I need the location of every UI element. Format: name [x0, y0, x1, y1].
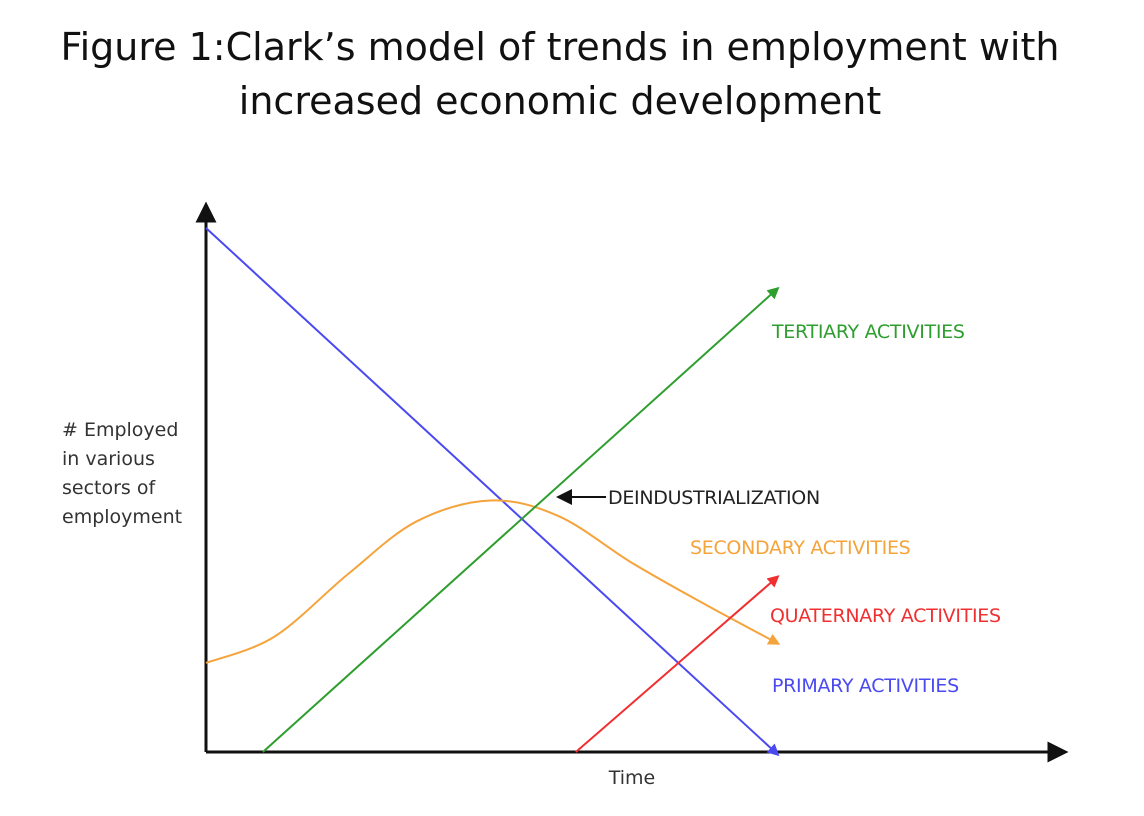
- series-label-secondary: SECONDARY ACTIVITIES: [690, 537, 910, 559]
- series-label-tertiary: TERTIARY ACTIVITIES: [771, 321, 965, 343]
- y-axis-label-line: in various: [62, 448, 155, 470]
- figure-title: Figure 1:Clark’s model of trends in empl…: [60, 25, 1060, 123]
- series-line-secondary-activities: [205, 499, 781, 664]
- series-line-primary-activities: [205, 227, 780, 757]
- series-label-primary: PRIMARY ACTIVITIES: [772, 675, 959, 697]
- y-axis-label: # Employed in various sectors of employm…: [62, 419, 184, 528]
- series-line-tertiary-activities: [262, 286, 780, 753]
- y-axis-label-line: # Employed: [62, 419, 178, 441]
- series-line-quaternary-activities: [575, 575, 780, 753]
- series-lines: [205, 227, 781, 757]
- x-axis-label: Time: [608, 767, 656, 789]
- deindustrialization-label: DEINDUSTRIALIZATION: [608, 487, 820, 509]
- series-label-quaternary: QUATERNARY ACTIVITIES: [770, 605, 1001, 627]
- y-axis-label-line: employment: [62, 506, 182, 528]
- y-axis-label-line: sectors of: [62, 477, 156, 499]
